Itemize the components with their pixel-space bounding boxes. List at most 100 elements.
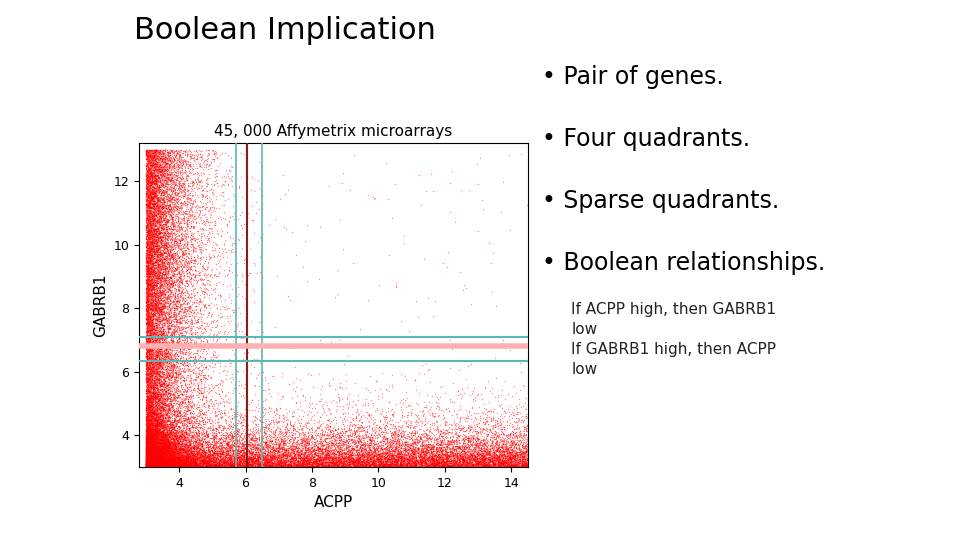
Point <box>495 447 511 455</box>
Point <box>171 302 186 310</box>
Point <box>479 453 494 461</box>
Point <box>142 424 157 433</box>
Point <box>152 171 167 179</box>
Point <box>228 450 244 459</box>
Point <box>143 279 158 288</box>
Point <box>141 444 156 453</box>
Point <box>469 456 485 464</box>
Point <box>138 357 154 366</box>
Point <box>220 449 235 458</box>
Point <box>167 225 182 233</box>
Point <box>148 446 163 455</box>
Point <box>146 246 161 255</box>
Point <box>154 439 169 448</box>
Point <box>399 454 415 463</box>
Point <box>144 158 159 166</box>
Point <box>224 441 239 450</box>
Point <box>155 294 170 302</box>
Point <box>449 462 465 471</box>
Point <box>161 338 177 347</box>
Point <box>167 188 182 197</box>
Point <box>151 304 166 313</box>
Point <box>152 451 167 460</box>
Point <box>206 443 222 452</box>
Point <box>228 446 244 454</box>
Point <box>142 245 157 254</box>
Point <box>219 448 234 456</box>
Point <box>143 290 158 299</box>
Point <box>143 340 158 349</box>
Point <box>205 349 221 357</box>
Point <box>182 319 198 327</box>
Point <box>404 445 420 454</box>
Point <box>154 415 169 423</box>
Point <box>370 456 385 465</box>
Point <box>240 448 255 457</box>
Point <box>241 461 256 470</box>
Point <box>260 448 276 456</box>
Point <box>175 375 190 384</box>
Point <box>231 456 247 464</box>
Point <box>167 300 182 308</box>
Point <box>263 450 278 458</box>
Point <box>304 461 320 469</box>
Point <box>394 461 409 470</box>
Point <box>160 462 176 470</box>
Point <box>156 388 172 397</box>
Point <box>355 426 371 434</box>
Point <box>164 277 180 286</box>
Point <box>515 459 530 468</box>
Point <box>141 281 156 289</box>
Point <box>271 438 286 447</box>
Point <box>382 424 397 433</box>
Point <box>141 462 156 471</box>
Point <box>148 319 163 328</box>
Point <box>438 453 453 461</box>
Point <box>322 462 337 471</box>
Point <box>154 299 169 307</box>
Point <box>161 370 177 379</box>
Point <box>156 330 172 339</box>
Point <box>140 292 156 301</box>
Point <box>173 382 188 390</box>
Point <box>147 434 162 442</box>
Point <box>501 456 516 464</box>
Point <box>186 170 202 178</box>
Point <box>365 459 380 468</box>
Point <box>139 453 155 462</box>
Point <box>425 456 441 464</box>
Point <box>294 456 309 464</box>
Point <box>274 462 289 471</box>
Point <box>158 346 174 354</box>
Point <box>160 176 176 184</box>
Point <box>161 179 177 188</box>
Point <box>143 345 158 354</box>
Point <box>150 415 165 424</box>
Point <box>156 186 172 194</box>
Point <box>154 241 169 249</box>
Point <box>158 348 174 356</box>
Point <box>239 415 254 424</box>
Point <box>488 433 503 441</box>
Point <box>146 444 161 453</box>
Point <box>335 456 350 465</box>
Point <box>153 212 168 221</box>
Point <box>372 431 388 440</box>
Point <box>145 462 160 470</box>
Point <box>141 234 156 243</box>
Point <box>277 437 293 445</box>
Point <box>145 441 160 449</box>
Point <box>151 458 166 467</box>
Point <box>335 457 350 466</box>
Point <box>156 394 171 402</box>
Point <box>206 440 222 449</box>
Point <box>178 457 193 466</box>
Point <box>514 438 529 447</box>
Point <box>145 352 160 361</box>
Point <box>211 461 227 470</box>
Point <box>342 451 357 460</box>
Point <box>142 354 157 363</box>
Point <box>156 454 171 462</box>
Point <box>351 427 367 436</box>
Point <box>507 461 522 470</box>
